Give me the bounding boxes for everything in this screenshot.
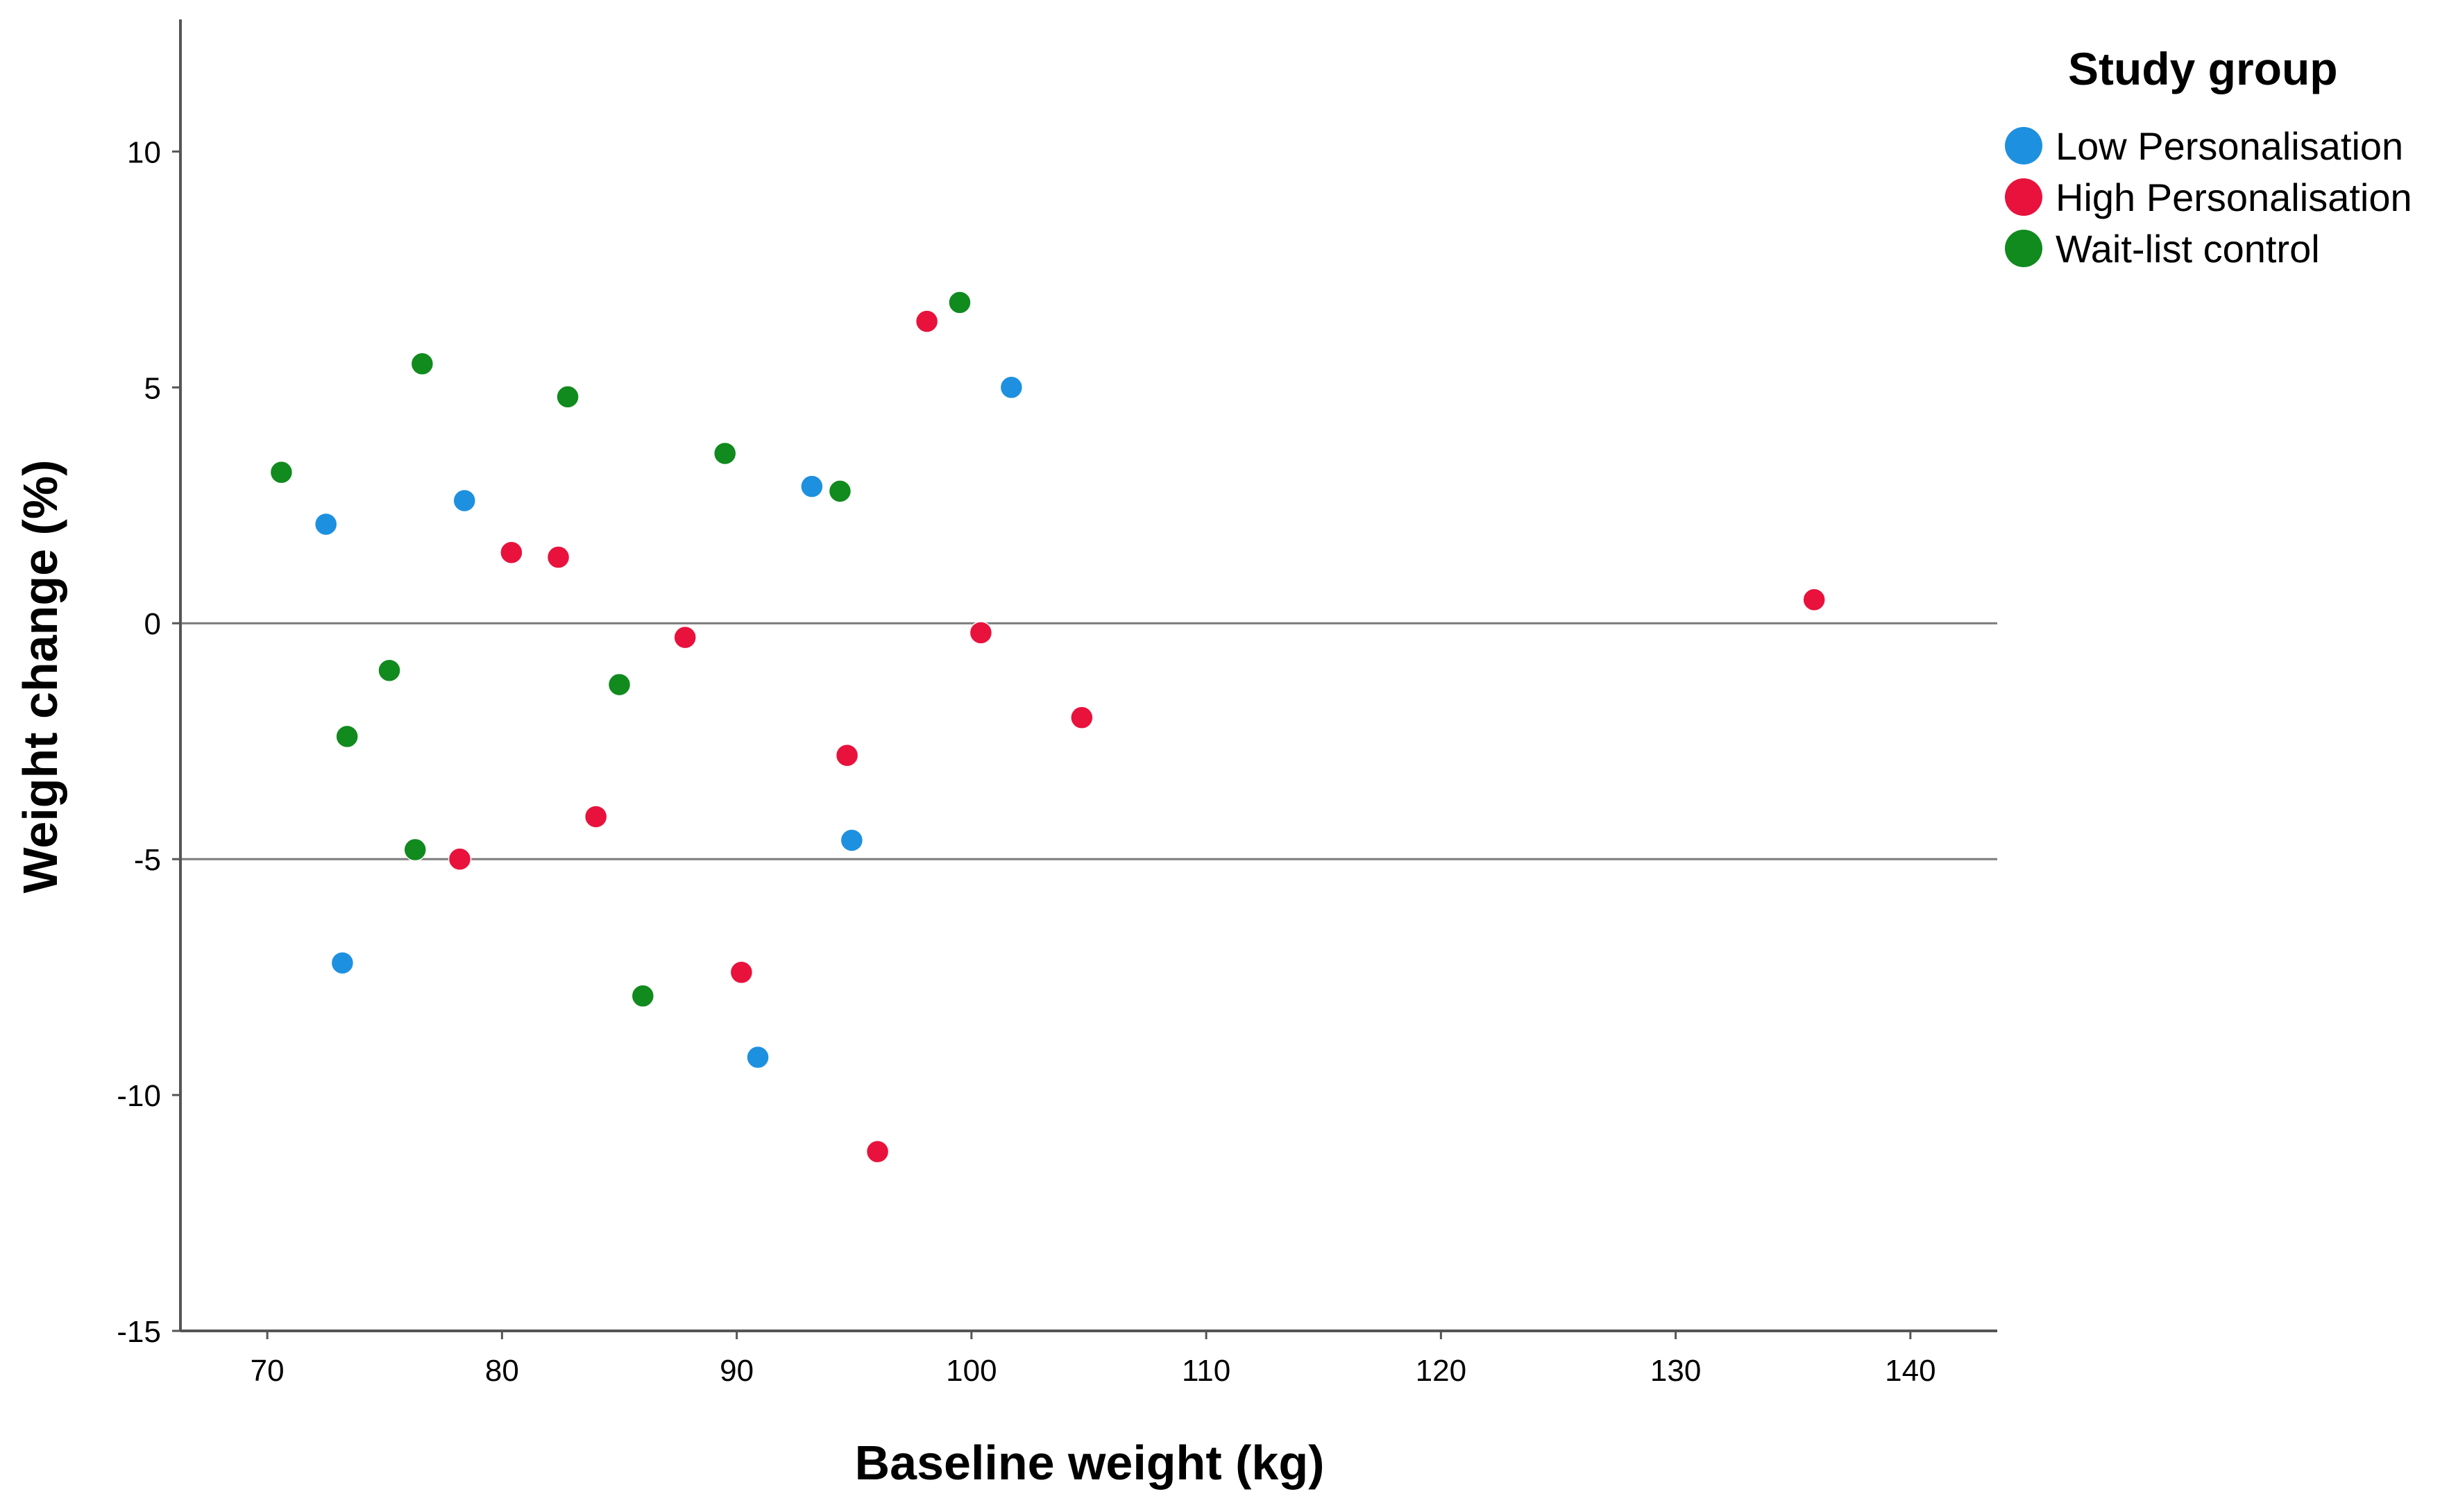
x-axis-title: Baseline weight (kg) bbox=[855, 1436, 1325, 1490]
data-point bbox=[1070, 706, 1094, 729]
legend-item: High Personalisation bbox=[2005, 176, 2412, 219]
data-point bbox=[631, 984, 655, 1008]
legend-marker bbox=[2005, 127, 2042, 164]
x-tick-label: 100 bbox=[946, 1354, 997, 1388]
legend-item: Low Personalisation bbox=[2005, 124, 2403, 168]
x-tick-label: 140 bbox=[1885, 1354, 1935, 1388]
data-point bbox=[746, 1045, 770, 1069]
data-point bbox=[835, 743, 859, 767]
data-point bbox=[314, 512, 338, 536]
data-point bbox=[546, 545, 570, 569]
data-point bbox=[584, 805, 608, 829]
x-axis-ticks: 70 80 90 100 110 120 130 140 bbox=[251, 1331, 1936, 1388]
data-point bbox=[865, 1139, 890, 1164]
x-tick-label: 110 bbox=[1182, 1354, 1230, 1388]
data-point bbox=[673, 625, 697, 649]
legend-label: Wait-list control bbox=[2056, 227, 2320, 271]
plot-area: 70 80 90 100 110 120 130 140 -15 -10 -5 0 5 10 bbox=[117, 19, 1997, 1388]
legend-marker bbox=[2005, 178, 2042, 216]
data-point bbox=[948, 291, 972, 314]
x-tick-label: 120 bbox=[1416, 1354, 1466, 1388]
data-point bbox=[269, 460, 294, 484]
x-tick-label: 90 bbox=[720, 1354, 754, 1388]
data-point bbox=[969, 621, 993, 645]
data-point bbox=[410, 352, 434, 376]
legend-marker bbox=[2005, 230, 2042, 267]
series-1 bbox=[314, 375, 1024, 1069]
y-axis-ticks: -15 -10 -5 0 5 10 bbox=[117, 135, 180, 1349]
y-tick-label: -15 bbox=[117, 1315, 161, 1349]
data-points bbox=[269, 291, 1826, 1164]
legend-items: Low Personalisation High Personalisation W… bbox=[2005, 124, 2412, 271]
y-tick-label: 5 bbox=[144, 371, 161, 405]
series-2 bbox=[448, 309, 1826, 1164]
legend-item: Wait-list control bbox=[2005, 227, 2320, 271]
data-point bbox=[915, 309, 939, 333]
data-point bbox=[335, 724, 359, 749]
x-tick-label: 130 bbox=[1650, 1354, 1701, 1388]
x-tick-label: 80 bbox=[485, 1354, 519, 1388]
y-axis-title: Weight change (%) bbox=[13, 460, 67, 894]
y-tick-label: 0 bbox=[144, 607, 161, 641]
legend-label: High Personalisation bbox=[2056, 176, 2412, 219]
data-point bbox=[729, 960, 754, 985]
legend-title: Study group bbox=[2068, 43, 2338, 94]
data-point bbox=[452, 489, 477, 513]
data-point bbox=[800, 475, 824, 498]
y-tick-label: -5 bbox=[134, 843, 161, 877]
series-3 bbox=[269, 291, 972, 1008]
data-point bbox=[500, 541, 523, 564]
data-point bbox=[840, 829, 864, 852]
data-point bbox=[713, 441, 737, 466]
data-point bbox=[828, 479, 852, 503]
data-point bbox=[378, 659, 401, 682]
legend-label: Low Personalisation bbox=[2056, 124, 2403, 168]
y-tick-label: 10 bbox=[127, 135, 161, 169]
y-tick-label: -10 bbox=[117, 1079, 161, 1113]
data-point bbox=[1802, 588, 1826, 611]
reference-lines bbox=[180, 622, 1997, 860]
data-point bbox=[448, 847, 472, 871]
data-point bbox=[556, 385, 579, 409]
x-tick-label: 70 bbox=[251, 1354, 285, 1388]
data-point bbox=[330, 951, 355, 975]
data-point bbox=[999, 375, 1024, 400]
legend: Study group Low Personalisation High Pers… bbox=[2005, 43, 2412, 271]
data-point bbox=[403, 838, 427, 862]
data-point bbox=[607, 672, 632, 697]
